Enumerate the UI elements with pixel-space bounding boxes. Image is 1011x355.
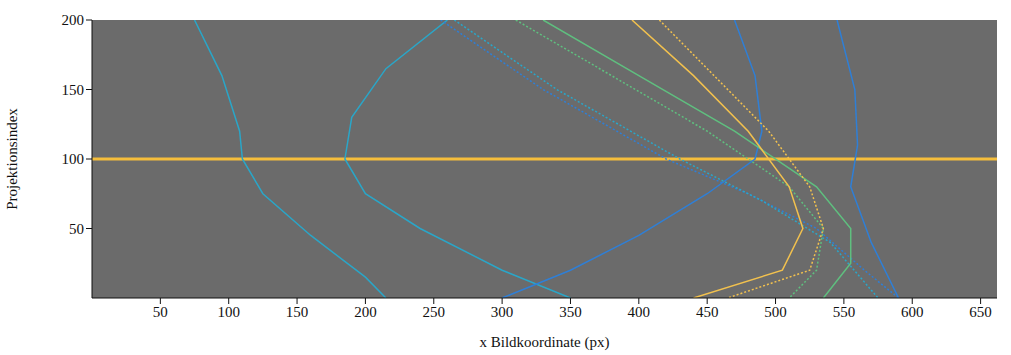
svg-text:400: 400 <box>628 304 651 320</box>
svg-text:250: 250 <box>423 304 446 320</box>
svg-text:500: 500 <box>764 304 787 320</box>
svg-text:Projektionsindex: Projektionsindex <box>4 108 20 210</box>
svg-text:300: 300 <box>491 304 514 320</box>
svg-text:50: 50 <box>153 304 168 320</box>
svg-text:150: 150 <box>286 304 309 320</box>
svg-text:100: 100 <box>62 151 85 167</box>
svg-text:100: 100 <box>217 304 240 320</box>
svg-text:350: 350 <box>559 304 582 320</box>
svg-text:50: 50 <box>69 221 84 237</box>
svg-text:550: 550 <box>833 304 856 320</box>
svg-text:200: 200 <box>354 304 377 320</box>
svg-text:x Bildkoordinate (px): x Bildkoordinate (px) <box>480 334 610 351</box>
svg-text:150: 150 <box>62 82 85 98</box>
svg-text:600: 600 <box>901 304 924 320</box>
svg-text:450: 450 <box>696 304 719 320</box>
svg-text:650: 650 <box>969 304 992 320</box>
svg-text:200: 200 <box>62 12 85 28</box>
